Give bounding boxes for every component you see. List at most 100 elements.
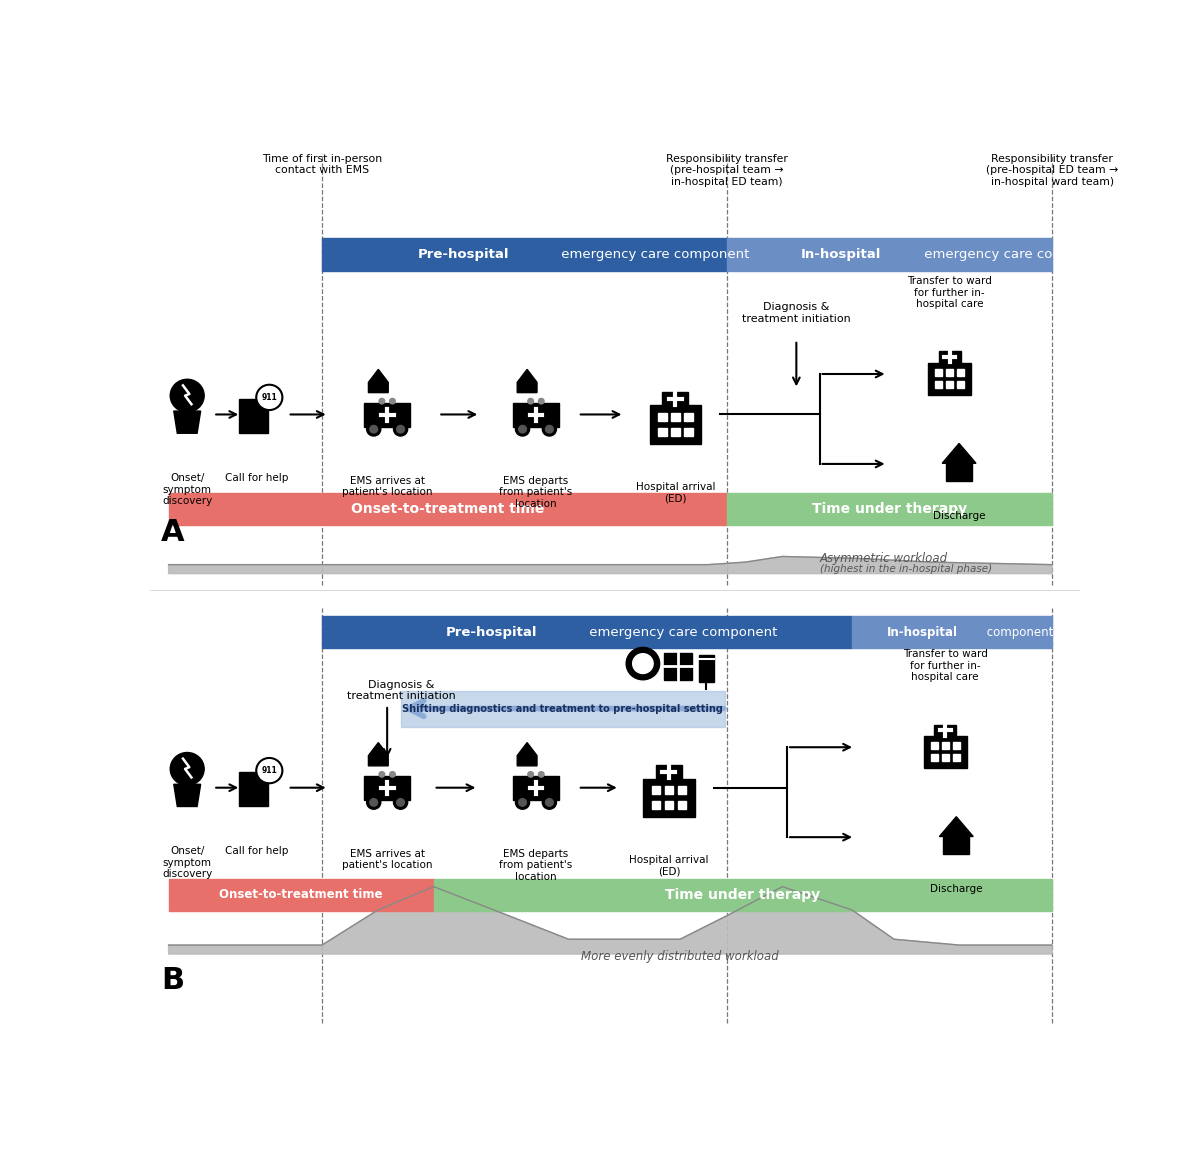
- Polygon shape: [665, 786, 673, 794]
- Polygon shape: [929, 362, 971, 395]
- Polygon shape: [368, 369, 389, 392]
- Circle shape: [367, 795, 380, 809]
- Circle shape: [390, 398, 395, 404]
- Text: Responsibility transfer
(pre-hospital team →
in-hospital ED team): Responsibility transfer (pre-hospital te…: [666, 154, 787, 187]
- Circle shape: [394, 423, 408, 436]
- Polygon shape: [643, 779, 695, 816]
- Polygon shape: [943, 836, 970, 855]
- Circle shape: [626, 647, 660, 680]
- Text: Call for help: Call for help: [226, 473, 289, 482]
- Text: Diagnosis &
treatment initiation: Diagnosis & treatment initiation: [347, 680, 456, 701]
- Polygon shape: [671, 427, 679, 436]
- Polygon shape: [512, 403, 559, 426]
- Polygon shape: [953, 755, 960, 762]
- Polygon shape: [368, 743, 389, 766]
- Circle shape: [546, 799, 553, 806]
- Bar: [665, 653, 692, 680]
- Text: Time of first in-person
contact with EMS: Time of first in-person contact with EMS: [262, 154, 382, 175]
- Polygon shape: [684, 412, 692, 420]
- Polygon shape: [174, 411, 200, 433]
- Text: In-hospital: In-hospital: [887, 626, 958, 639]
- Polygon shape: [239, 399, 268, 433]
- Text: emergency care component: emergency care component: [557, 248, 749, 260]
- Circle shape: [394, 795, 408, 809]
- Circle shape: [256, 384, 283, 410]
- Text: Hospital arrival
(ED): Hospital arrival (ED): [636, 482, 715, 503]
- Polygon shape: [517, 743, 538, 766]
- Polygon shape: [958, 369, 965, 375]
- Polygon shape: [935, 369, 942, 375]
- Polygon shape: [659, 412, 667, 420]
- Text: Pre-hospital: Pre-hospital: [418, 248, 509, 260]
- Circle shape: [542, 795, 557, 809]
- Bar: [168, 878, 433, 911]
- Polygon shape: [678, 786, 686, 794]
- Bar: [168, 493, 727, 526]
- Circle shape: [542, 423, 557, 436]
- Circle shape: [367, 423, 380, 436]
- Text: component: component: [983, 626, 1052, 639]
- Bar: [322, 238, 727, 271]
- Text: A: A: [161, 517, 185, 547]
- Circle shape: [370, 425, 378, 433]
- Polygon shape: [942, 444, 976, 464]
- Text: emergency care component: emergency care component: [919, 248, 1112, 260]
- Polygon shape: [958, 381, 965, 388]
- Circle shape: [397, 425, 404, 433]
- Text: Onset-to-treatment time: Onset-to-treatment time: [350, 502, 545, 516]
- Text: Time under therapy: Time under therapy: [811, 502, 967, 516]
- Bar: [433, 878, 1052, 911]
- Polygon shape: [947, 369, 953, 375]
- Polygon shape: [650, 405, 701, 444]
- Text: Pre-hospital: Pre-hospital: [446, 626, 538, 639]
- Circle shape: [379, 772, 385, 777]
- Circle shape: [546, 425, 553, 433]
- Text: Onset/
symptom
discovery: Onset/ symptom discovery: [162, 473, 212, 506]
- Circle shape: [170, 752, 204, 785]
- Text: Discharge: Discharge: [932, 510, 985, 521]
- Circle shape: [516, 423, 529, 436]
- Text: B: B: [161, 966, 185, 995]
- Circle shape: [539, 772, 544, 777]
- Text: Asymmetric workload: Asymmetric workload: [820, 552, 948, 565]
- Bar: [698, 654, 714, 682]
- Polygon shape: [652, 801, 660, 808]
- Text: Hospital arrival
(ED): Hospital arrival (ED): [629, 855, 709, 877]
- Text: Discharge: Discharge: [930, 884, 983, 894]
- Polygon shape: [174, 784, 200, 806]
- Circle shape: [390, 772, 395, 777]
- Circle shape: [258, 387, 281, 409]
- Polygon shape: [946, 464, 972, 481]
- Text: Diagnosis &
treatment initiation: Diagnosis & treatment initiation: [742, 303, 851, 324]
- Circle shape: [397, 799, 404, 806]
- Circle shape: [632, 654, 653, 674]
- Bar: [322, 616, 852, 648]
- Text: Call for help: Call for help: [226, 846, 289, 856]
- Bar: [852, 616, 1052, 648]
- Text: EMS arrives at
patient's location: EMS arrives at patient's location: [342, 475, 432, 498]
- Polygon shape: [665, 801, 673, 808]
- Text: Time under therapy: Time under therapy: [665, 888, 821, 902]
- Circle shape: [518, 425, 527, 433]
- Circle shape: [379, 398, 385, 404]
- Polygon shape: [931, 742, 937, 749]
- Text: Shifting diagnostics and treatment to pre-hospital setting: Shifting diagnostics and treatment to pr…: [402, 703, 724, 714]
- Circle shape: [170, 380, 204, 412]
- Polygon shape: [656, 765, 682, 779]
- Text: EMS departs
from patient's
location: EMS departs from patient's location: [499, 849, 572, 882]
- Polygon shape: [942, 742, 949, 749]
- Polygon shape: [942, 755, 949, 762]
- Polygon shape: [684, 427, 692, 436]
- Text: 911: 911: [262, 392, 277, 402]
- Text: EMS departs
from patient's
location: EMS departs from patient's location: [499, 475, 572, 509]
- Polygon shape: [652, 786, 660, 794]
- Polygon shape: [168, 556, 1052, 573]
- Circle shape: [516, 795, 529, 809]
- Polygon shape: [662, 392, 689, 405]
- Text: Responsibility transfer
(pre-hospital ED team →
in-hospital ward team): Responsibility transfer (pre-hospital ED…: [986, 154, 1118, 187]
- Circle shape: [256, 758, 283, 784]
- Polygon shape: [364, 403, 410, 426]
- Polygon shape: [935, 381, 942, 388]
- Polygon shape: [940, 816, 973, 836]
- Bar: [727, 238, 1052, 271]
